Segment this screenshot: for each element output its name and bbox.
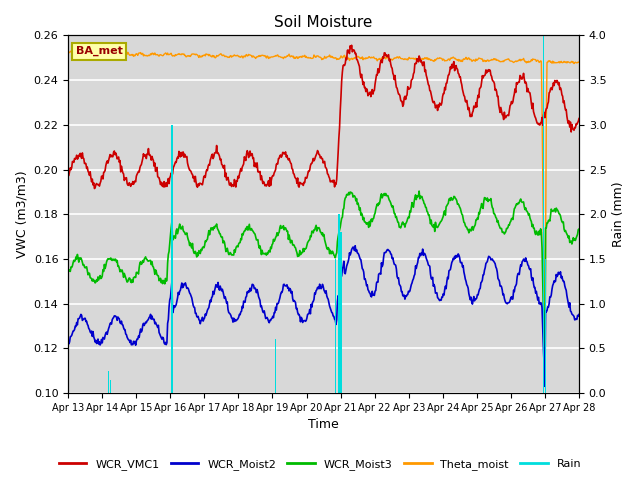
Theta_moist	[127, 52, 134, 58]
Bar	[171, 125, 173, 393]
WCR_Moist3	[575, 226, 583, 232]
Line: WCR_Moist3: WCR_Moist3	[68, 191, 579, 380]
WCR_Moist3	[126, 276, 134, 281]
WCR_Moist3	[541, 377, 548, 383]
Theta_moist	[74, 52, 82, 58]
Title: Soil Moisture: Soil Moisture	[275, 15, 372, 30]
Theta_moist	[541, 369, 548, 374]
WCR_VMC1	[387, 61, 394, 67]
Theta_moist	[205, 52, 213, 58]
Bar	[340, 232, 342, 393]
WCR_Moist2	[541, 384, 548, 389]
WCR_Moist3	[401, 221, 408, 227]
WCR_Moist3	[205, 228, 212, 234]
Bar	[543, 36, 544, 393]
WCR_VMC1	[74, 156, 81, 162]
Theta_moist	[179, 51, 186, 57]
WCR_Moist3	[178, 226, 186, 231]
Theta_moist	[575, 60, 583, 65]
Bar	[172, 348, 173, 393]
WCR_VMC1	[179, 149, 186, 155]
Bar	[110, 380, 111, 393]
WCR_VMC1	[575, 116, 583, 121]
Bar	[275, 339, 276, 393]
Theta_moist	[64, 51, 72, 57]
WCR_VMC1	[402, 96, 410, 102]
WCR_VMC1	[348, 42, 355, 48]
Legend: WCR_VMC1, WCR_Moist2, WCR_Moist3, Theta_moist, Rain: WCR_VMC1, WCR_Moist2, WCR_Moist3, Theta_…	[54, 455, 586, 474]
WCR_VMC1	[127, 183, 134, 189]
Bar	[335, 259, 336, 393]
Text: BA_met: BA_met	[76, 46, 123, 56]
WCR_Moist2	[178, 280, 186, 286]
Theta_moist	[67, 48, 75, 54]
WCR_Moist2	[386, 249, 394, 254]
WCR_VMC1	[205, 162, 213, 168]
WCR_VMC1	[91, 186, 99, 192]
Bar	[338, 214, 340, 393]
Line: WCR_Moist2: WCR_Moist2	[68, 246, 579, 386]
Line: WCR_VMC1: WCR_VMC1	[68, 45, 579, 189]
WCR_Moist2	[205, 305, 212, 311]
WCR_VMC1	[64, 173, 72, 179]
Theta_moist	[386, 57, 394, 62]
WCR_Moist2	[74, 322, 81, 328]
WCR_Moist3	[385, 197, 393, 203]
Y-axis label: Rain (mm): Rain (mm)	[612, 181, 625, 247]
WCR_Moist2	[126, 340, 134, 346]
WCR_Moist2	[575, 312, 583, 317]
WCR_Moist2	[64, 338, 72, 344]
Line: Theta_moist: Theta_moist	[68, 51, 579, 372]
Theta_moist	[401, 56, 409, 61]
WCR_Moist3	[64, 269, 72, 275]
X-axis label: Time: Time	[308, 419, 339, 432]
WCR_Moist3	[74, 252, 81, 257]
WCR_Moist3	[415, 188, 423, 194]
WCR_Moist2	[401, 296, 409, 302]
WCR_Moist2	[351, 243, 359, 249]
Bar	[108, 371, 109, 393]
Y-axis label: VWC (m3/m3): VWC (m3/m3)	[15, 170, 28, 258]
Bar	[545, 259, 547, 393]
